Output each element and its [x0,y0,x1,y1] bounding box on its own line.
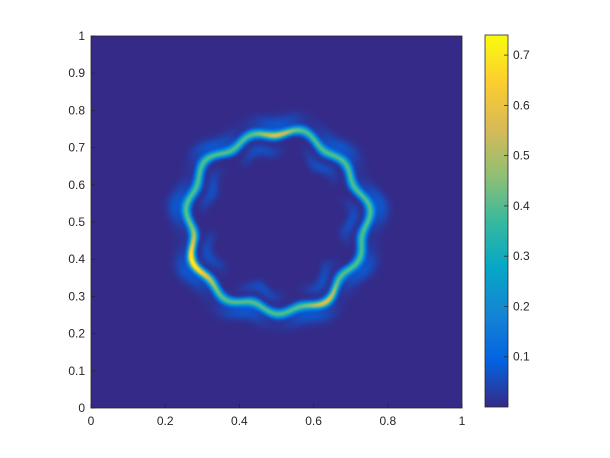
colorbar: 0.1 0.2 0.3 0.4 0.5 0.6 0.7 [484,34,530,408]
x-tick-label: 0.8 [379,414,396,428]
y-tick-label: 0.7 [68,141,85,155]
colorbar-border [484,34,509,408]
x-axis: 0 0.2 0.4 0.6 0.8 1 [88,404,466,428]
colorbar-ticks: 0.1 0.2 0.3 0.4 0.5 0.6 0.7 [504,48,530,364]
x-tick-label: 0 [88,414,95,428]
x-tick-label: 0.6 [305,414,322,428]
colorbar-tick-label: 0.1 [513,350,530,364]
colorbar-tick-label: 0.3 [513,249,530,263]
x-tick-label: 0.4 [231,414,248,428]
y-tick-label: 0.8 [68,103,85,117]
x-tick-label: 1 [459,414,466,428]
y-tick-label: 0.6 [68,178,85,192]
y-tick-label: 0.3 [68,289,85,303]
x-tick-label: 0.2 [157,414,174,428]
colorbar-tick-label: 0.2 [513,299,530,313]
y-tick-label: 0.4 [68,252,85,266]
y-tick-label: 0.1 [68,364,85,378]
y-tick-label: 0.9 [68,66,85,80]
colorbar-tick-label: 0.7 [513,48,530,62]
y-axis: 0 0.1 0.2 0.3 0.4 0.5 0.6 0.7 0.8 0.9 1 [68,29,95,415]
heatmap-image [91,36,462,408]
y-tick-label: 0.2 [68,327,85,341]
plot-area: 0 0.2 0.4 0.6 0.8 1 0 0.1 0.2 0.3 0.4 0.5 0.6 0.7 0.8… [68,29,465,428]
y-tick-label: 0 [78,401,85,415]
colorbar-tick-label: 0.5 [513,149,530,163]
colorbar-tick-label: 0.6 [513,98,530,112]
y-tick-label: 0.5 [68,215,85,229]
colorbar-tick-label: 0.4 [513,199,530,213]
colorbar-gradient [485,35,508,407]
y-tick-label: 1 [78,29,85,43]
